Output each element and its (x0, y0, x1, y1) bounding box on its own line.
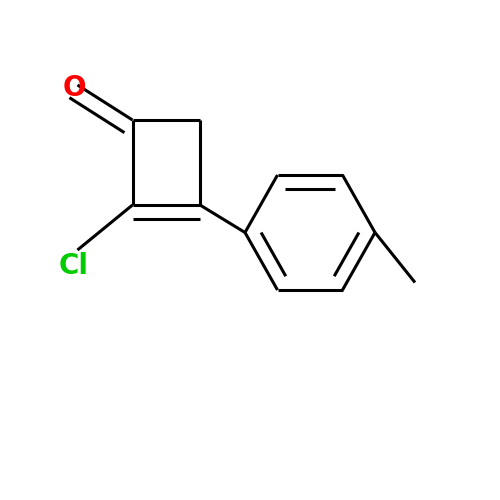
Text: O: O (62, 74, 86, 102)
Text: Cl: Cl (59, 252, 89, 280)
